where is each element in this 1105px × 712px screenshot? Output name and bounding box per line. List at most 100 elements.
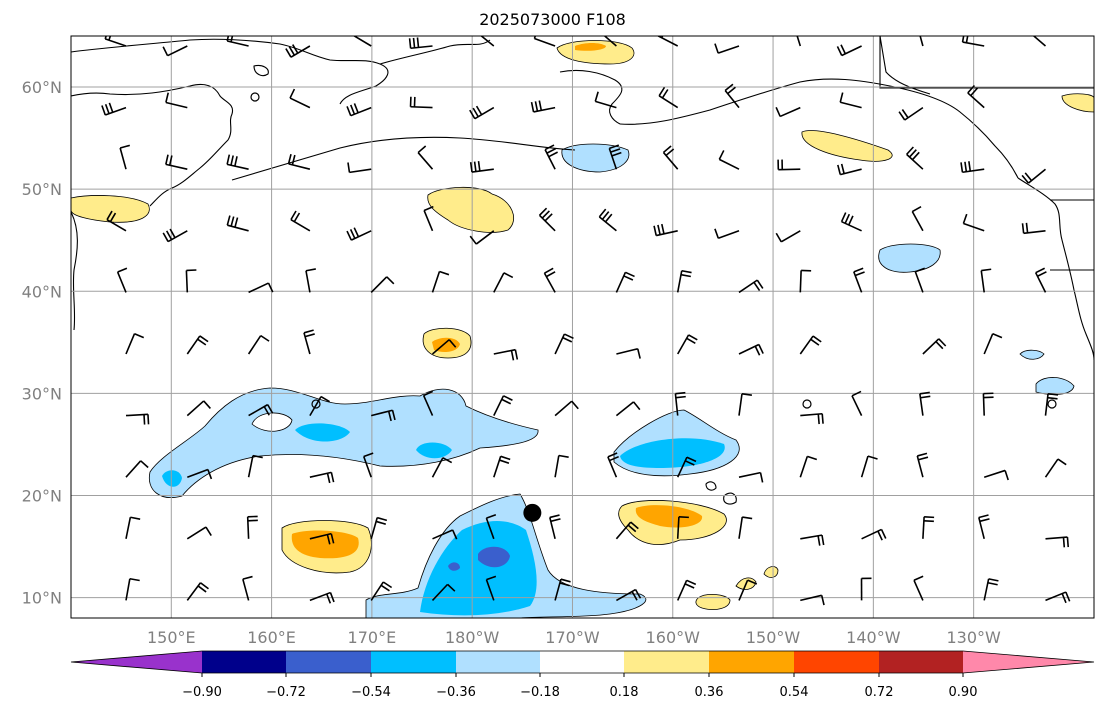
wind-barb: [860, 577, 872, 601]
colorbar-tick-label: 0.90: [949, 685, 978, 700]
wind-barb: [303, 329, 315, 355]
neg-anomaly-south-core: [420, 521, 537, 616]
wind-barb: [309, 591, 335, 604]
wind-barb: [162, 45, 188, 57]
calm-circle: [250, 92, 260, 102]
wind-barb: [967, 84, 985, 109]
wind-barb: [469, 230, 495, 245]
wind-barb: [978, 514, 990, 539]
map-frame: [70, 35, 1095, 619]
wind-barb: [549, 514, 561, 539]
latitude-label: 20°N: [22, 486, 62, 505]
wind-barb: [409, 96, 433, 109]
wind-barb: [493, 348, 519, 361]
neg-anomaly-band: [148, 387, 539, 498]
wind-barb: [674, 391, 686, 416]
wind-barb: [1045, 591, 1071, 604]
wind-barb: [777, 159, 801, 171]
wind-barb: [1021, 168, 1047, 184]
wind-barb: [983, 578, 999, 601]
ocean-background: [71, 36, 1094, 618]
wind-barb: [980, 268, 992, 293]
colorbar-tick-label: 0.18: [610, 685, 639, 700]
pos-anomaly-aleutian: [801, 130, 893, 162]
latitude-labels: 60°N 50°N 40°N 30°N 20°N 10°N: [22, 78, 62, 608]
wind-barb: [554, 333, 574, 355]
wind-barb: [480, 36, 495, 47]
colorbar-segment: [286, 651, 371, 673]
pos-anomaly-west: [71, 195, 150, 223]
wind-barb: [960, 161, 985, 174]
longitude-label: 180°W: [445, 628, 500, 647]
pos-anomaly-north-core: [575, 43, 606, 51]
wind-barb: [594, 91, 617, 109]
latitude-label: 30°N: [22, 384, 62, 403]
wind-barb: [346, 103, 372, 117]
wind-barb: [289, 88, 311, 109]
wind-barb: [676, 269, 692, 293]
wind-barb: [165, 92, 188, 109]
wind-barb: [714, 43, 740, 54]
wind-barb: [799, 269, 812, 293]
longitude-label: 160°E: [247, 628, 296, 647]
colorbar: −0.90 −0.72 −0.54 −0.36 −0.18 0.18 0.36 0.54 0.7…: [70, 650, 1095, 700]
neg-anomaly-band-core2: [416, 442, 452, 459]
aleutian-chain: [231, 136, 576, 181]
coast-alaska-north: [879, 36, 931, 95]
colorbar-extend-high: [963, 651, 1094, 673]
longitude-label: 170°W: [545, 628, 600, 647]
wind-barb: [653, 223, 678, 237]
longitude-label: 140°W: [846, 628, 901, 647]
wind-barb: [247, 334, 270, 355]
wind-barb: [352, 36, 372, 47]
wind-barb: [616, 348, 641, 359]
wind-barb: [983, 332, 1003, 355]
wind-barbs: [101, 36, 1071, 606]
wind-barb: [226, 154, 249, 170]
wind-barb: [738, 516, 753, 539]
wind-barb: [246, 515, 258, 539]
wind-barb: [898, 106, 924, 121]
wind-barb: [242, 575, 253, 601]
wind-barb: [305, 268, 316, 293]
wind-barb: [162, 228, 188, 243]
pos-anomaly-hawaii-core: [635, 505, 703, 528]
wind-barb: [187, 468, 213, 480]
longitude-label: 170°E: [348, 628, 397, 647]
wind-barb: [432, 529, 458, 540]
wind-barb: [554, 578, 571, 601]
gridlines: [71, 36, 1094, 618]
wind-barb: [615, 521, 639, 540]
colorbar-segment: [540, 651, 624, 673]
coast-chukotka: [379, 39, 491, 65]
wind-barb: [1044, 392, 1059, 416]
wind-barb: [800, 412, 824, 425]
wind-barb: [836, 44, 862, 57]
wind-barb: [615, 401, 641, 417]
colorbar-tick-label: 0.36: [695, 685, 724, 700]
latitude-label: 10°N: [22, 589, 62, 608]
neg-anomaly-south-deep2: [448, 562, 460, 571]
wind-barb: [738, 343, 764, 356]
wind-barb: [1045, 536, 1070, 548]
wind-barb: [676, 456, 697, 478]
wind-barb: [101, 102, 127, 116]
wind-barb: [119, 144, 131, 170]
longitude-label: 160°W: [646, 628, 701, 647]
latitude-label: 60°N: [22, 78, 62, 97]
map-content: [71, 36, 1094, 618]
wind-barb: [104, 36, 127, 47]
wind-barb: [922, 516, 935, 539]
colorbar-tick-label: −0.72: [266, 685, 306, 700]
longitude-label: 130°W: [946, 628, 1001, 647]
wind-barb: [919, 391, 931, 416]
coast-bc: [1017, 177, 1075, 291]
wind-barb: [285, 44, 311, 58]
wind-barb: [370, 581, 393, 601]
wind-barb: [839, 92, 862, 109]
anomaly-fields: [71, 40, 1094, 618]
wind-barb: [309, 395, 331, 417]
wind-barb: [186, 335, 209, 355]
latitude-label: 50°N: [22, 180, 62, 199]
wind-barb: [116, 267, 128, 293]
